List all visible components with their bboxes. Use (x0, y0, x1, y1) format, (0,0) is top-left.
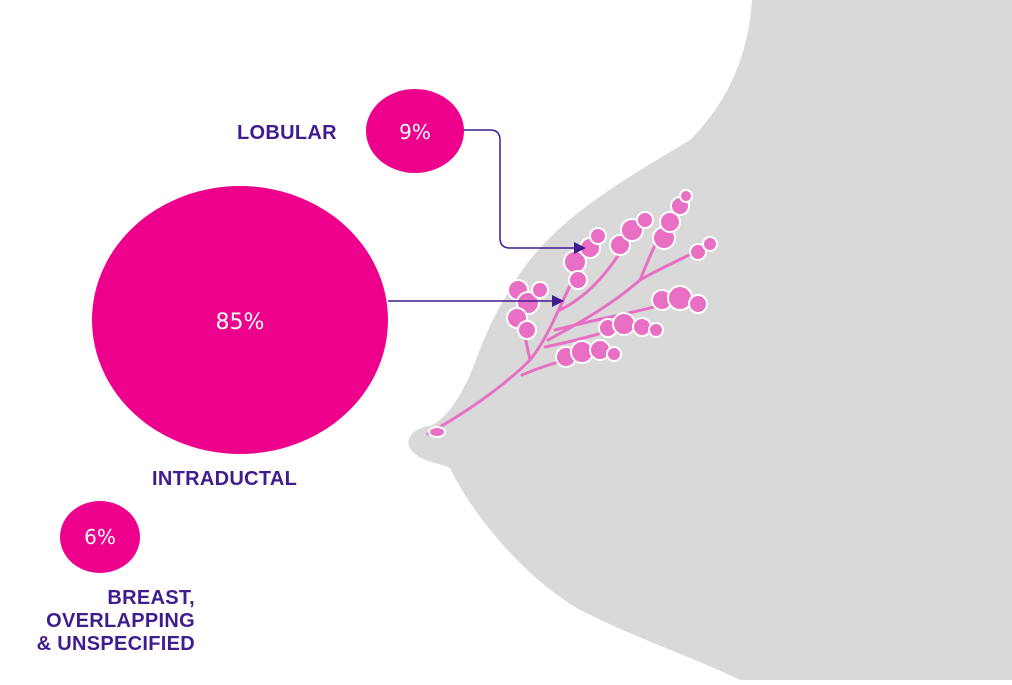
intraductal-label: INTRADUCTAL (152, 468, 298, 490)
breast-overlapping-label-line-1: BREAST, (107, 587, 195, 609)
lobular-percent: 9% (399, 120, 431, 144)
breast-overlapping-label-line-3: & UNSPECIFIED (36, 633, 195, 655)
breast-overlapping-bubble (60, 501, 140, 573)
lobular-connector (464, 129, 586, 254)
breast-silhouette (408, 0, 1012, 680)
breast-overlapping-percent: 6% (84, 525, 116, 549)
breast-overlapping-label-line-2: OVERLAPPING (46, 610, 195, 632)
intraductal-percent: 85% (215, 310, 265, 335)
lobular-bubble (366, 89, 464, 173)
intraductal-bubble (92, 186, 388, 454)
breast-overlapping-label: BREAST, OVERLAPPING & UNSPECIFIED (0, 587, 195, 656)
lobular-label: LOBULAR (237, 122, 337, 144)
lobules (428, 189, 718, 438)
